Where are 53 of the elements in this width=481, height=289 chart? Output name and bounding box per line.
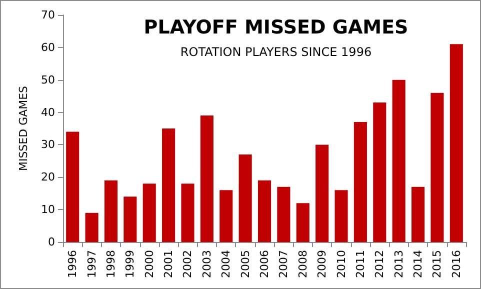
x-tick-label: 1998 — [104, 250, 118, 278]
bar — [162, 128, 176, 242]
bar — [220, 190, 233, 242]
bar — [296, 203, 310, 242]
y-tick-label: 40 — [41, 106, 55, 119]
y-tick-label: 10 — [41, 203, 55, 216]
y-tick-label: 30 — [41, 138, 55, 152]
x-tick-label: 2013 — [392, 250, 406, 278]
y-axis-title: MISSED GAMES — [17, 86, 30, 172]
bar — [258, 180, 272, 242]
x-tick-label: 2002 — [181, 250, 194, 278]
y-tick-label: 0 — [48, 236, 55, 248]
bar — [142, 184, 156, 242]
bar — [334, 190, 348, 242]
x-tick-label: 2000 — [142, 250, 156, 278]
x-tick-label: 2007 — [277, 250, 290, 278]
bar — [238, 154, 252, 242]
bar — [373, 102, 386, 242]
bar — [104, 180, 118, 242]
text: ROTATION PLAYERS SINCE 1996 — [180, 45, 372, 59]
x-tick-label: 2015 — [430, 250, 444, 278]
y-tick-label: 50 — [41, 73, 55, 86]
bar — [316, 144, 329, 242]
x-tick-label: 1999 — [124, 250, 137, 278]
y-tick-label: 60 — [41, 40, 55, 54]
bar — [200, 116, 214, 242]
x-tick-label: 2009 — [316, 250, 329, 278]
x-tick-label: 2005 — [238, 250, 252, 278]
bar — [85, 212, 98, 242]
x-tick-label: 2016 — [450, 250, 463, 278]
y-tick-label: 70 — [41, 8, 55, 22]
bar — [392, 80, 406, 242]
bar — [181, 184, 194, 242]
x-tick-label: 2011 — [354, 250, 367, 278]
bar — [66, 132, 80, 242]
chart-title: PLAYOFF MISSED GAMES — [144, 16, 408, 38]
y-tick-label: 20 — [41, 170, 55, 184]
x-tick-label: 1996 — [66, 250, 80, 278]
bar — [354, 122, 367, 242]
x-tick-label: 2004 — [220, 250, 233, 278]
bar — [277, 186, 290, 242]
bar — [450, 44, 463, 242]
x-tick-label: 2012 — [373, 250, 386, 278]
x-tick-label: 2006 — [258, 250, 271, 278]
x-tick-label: 2001 — [162, 250, 176, 278]
x-tick-label: 2003 — [200, 250, 214, 278]
bar — [124, 196, 137, 242]
bar — [430, 92, 444, 242]
x-tick-label: 2008 — [296, 250, 310, 278]
x-tick-label: 2014 — [412, 250, 425, 278]
x-tick-label: 2010 — [334, 250, 348, 278]
bar — [412, 186, 425, 242]
x-tick-label: 1997 — [85, 250, 98, 278]
